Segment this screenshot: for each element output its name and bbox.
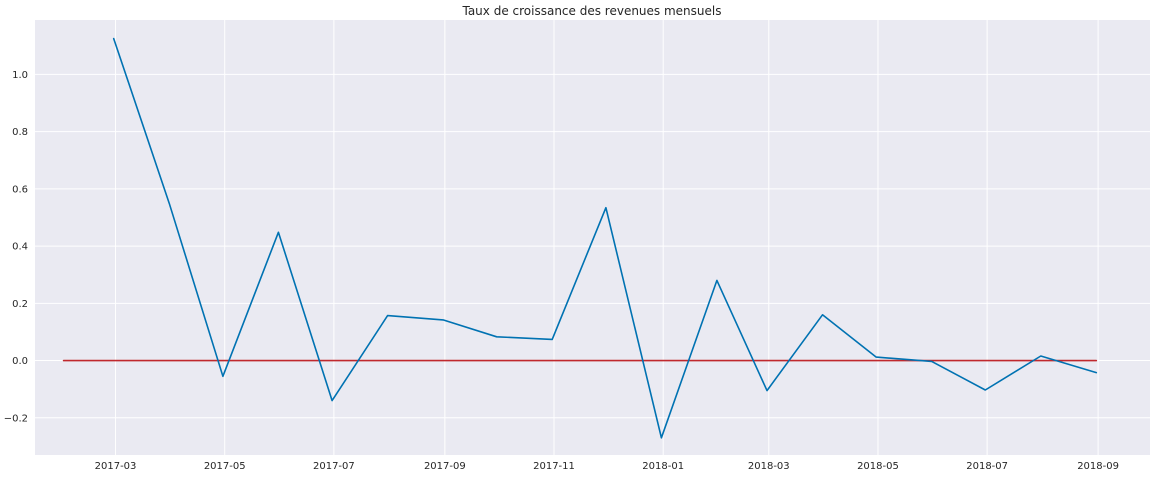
y-axis-ticks: −0.2 0.0 0.2 0.4 0.6 0.8 1.0 [4, 70, 28, 424]
x-tick-label: 2018-01 [642, 461, 684, 472]
plot-background [35, 20, 1150, 455]
y-tick-label: 0.4 [12, 242, 28, 253]
y-tick-label: 0.2 [12, 299, 28, 310]
growth-rate-line [112, 37, 1098, 439]
y-tick-label: 0.8 [12, 127, 28, 138]
x-tick-label: 2018-09 [1077, 461, 1119, 472]
x-tick-label: 2017-05 [204, 461, 246, 472]
series-layer [62, 37, 1098, 439]
x-tick-label: 2017-09 [424, 461, 466, 472]
y-tick-label: −0.2 [4, 413, 28, 424]
x-tick-label: 2017-07 [313, 461, 355, 472]
x-tick-label: 2018-05 [857, 461, 899, 472]
y-tick-label: 0.0 [12, 356, 28, 367]
x-tick-label: 2018-07 [966, 461, 1008, 472]
y-tick-label: 0.6 [12, 184, 28, 195]
chart-title: Taux de croissance des revenues mensuels [461, 4, 721, 18]
x-gridlines [115, 20, 1099, 455]
x-tick-label: 2018-03 [748, 461, 790, 472]
y-tick-label: 1.0 [12, 70, 28, 81]
x-tick-label: 2017-03 [95, 461, 137, 472]
x-axis-ticks: 2017-03 2017-05 2017-07 2017-09 2017-11 2018-… [95, 461, 1119, 472]
x-tick-label: 2017-11 [533, 461, 575, 472]
